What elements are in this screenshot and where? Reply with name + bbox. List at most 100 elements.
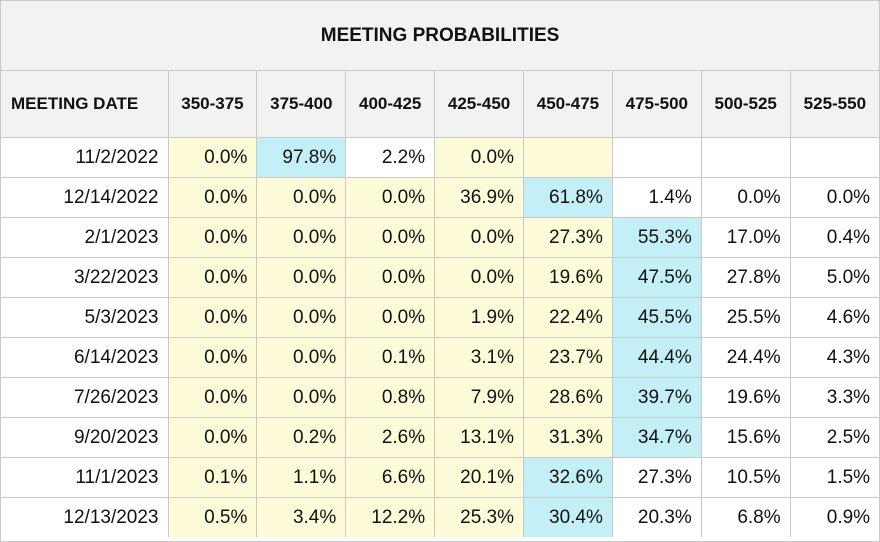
probability-cell: 5.0%: [789, 257, 880, 298]
column-header-meeting-date: MEETING DATE: [1, 70, 169, 138]
probability-cell: 22.4%: [523, 297, 613, 338]
probability-cell: 0.0%: [167, 137, 258, 178]
probability-cell: 27.8%: [700, 257, 791, 298]
probability-cell: [700, 137, 791, 178]
probability-cell: 0.0%: [167, 217, 258, 258]
meeting-date-cell: 11/2/2022: [1, 137, 169, 178]
probability-cell: 0.2%: [256, 417, 347, 458]
probability-cell: 0.0%: [256, 337, 347, 378]
probability-cell: 0.8%: [345, 377, 436, 418]
probability-cell: 3.1%: [434, 337, 524, 378]
probability-cell: 0.0%: [167, 297, 258, 338]
probability-cell: 0.0%: [167, 257, 258, 298]
probability-cell: 2.5%: [789, 417, 880, 458]
probability-cell: 2.2%: [345, 137, 436, 178]
probability-cell: 19.6%: [700, 377, 791, 418]
probability-cell: 31.3%: [523, 417, 613, 458]
probability-cell: 0.0%: [256, 177, 347, 218]
probability-cell: 0.0%: [167, 177, 258, 218]
meeting-date-cell: 12/13/2023: [1, 497, 169, 537]
meeting-date-cell: 5/3/2023: [1, 297, 169, 338]
table-row: 7/26/2023 0.0% 0.0% 0.8% 7.9% 28.6% 39.7% 19.6%…: [1, 377, 880, 418]
probability-cell: 34.7%: [611, 417, 702, 458]
probability-cell: 15.6%: [700, 417, 791, 458]
probability-cell: 0.0%: [345, 297, 436, 338]
column-header-450-475: 450-475: [523, 70, 613, 138]
probability-cell: 0.0%: [256, 217, 347, 258]
probability-cell: 25.5%: [700, 297, 791, 338]
table-row: 6/14/2023 0.0% 0.0% 0.1% 3.1% 23.7% 44.4% 24.4%…: [1, 337, 880, 378]
probability-cell: 45.5%: [611, 297, 702, 338]
meeting-date-cell: 6/14/2023: [1, 337, 169, 378]
probability-cell: 1.4%: [611, 177, 702, 218]
probability-cell: 1.1%: [256, 457, 347, 498]
probability-cell: 10.5%: [700, 457, 791, 498]
table-row: 12/14/2022 0.0% 0.0% 0.0% 36.9% 61.8% 1.4% 0.0%…: [1, 177, 880, 218]
table-row: 3/22/2023 0.0% 0.0% 0.0% 0.0% 19.6% 47.5% 27.8%…: [1, 257, 880, 298]
probability-cell: 0.0%: [345, 217, 436, 258]
probability-cell: 20.1%: [434, 457, 524, 498]
probability-cell: 44.4%: [611, 337, 702, 378]
probability-cell: 0.0%: [434, 217, 524, 258]
column-header-475-500: 475-500: [611, 70, 702, 138]
probability-cell: 30.4%: [523, 497, 613, 537]
probability-cell: 23.7%: [523, 337, 613, 378]
probability-cell: [611, 137, 702, 178]
probability-cell: 3.3%: [789, 377, 880, 418]
probability-cell: 19.6%: [523, 257, 613, 298]
table-row: 5/3/2023 0.0% 0.0% 0.0% 1.9% 22.4% 45.5% 25.5% 4…: [1, 297, 880, 338]
probability-cell: 0.0%: [256, 297, 347, 338]
probability-cell: 0.4%: [789, 217, 880, 258]
probability-cell: 27.3%: [611, 457, 702, 498]
probability-cell: 61.8%: [523, 177, 613, 218]
probability-cell: 4.3%: [789, 337, 880, 378]
probability-cell: 27.3%: [523, 217, 613, 258]
probability-cell: 0.0%: [700, 177, 791, 218]
probability-cell: 28.6%: [523, 377, 613, 418]
probability-cell: [523, 137, 613, 178]
probability-cell: 0.0%: [345, 257, 436, 298]
probability-cell: 39.7%: [611, 377, 702, 418]
probability-cell: 32.6%: [523, 457, 613, 498]
probability-cell: 36.9%: [434, 177, 524, 218]
probability-cell: 97.8%: [256, 137, 347, 178]
probability-cell: 0.0%: [256, 257, 347, 298]
probability-cell: 0.5%: [167, 497, 258, 537]
probability-cell: 13.1%: [434, 417, 524, 458]
meeting-date-cell: 2/1/2023: [1, 217, 169, 258]
column-header-425-450: 425-450: [434, 70, 524, 138]
table-row: 11/1/2023 0.1% 1.1% 6.6% 20.1% 32.6% 27.3% 10.5…: [1, 457, 880, 498]
table-row: 12/13/2023 0.5% 3.4% 12.2% 25.3% 30.4% 20.3% 6.…: [1, 497, 880, 537]
meeting-date-cell: 9/20/2023: [1, 417, 169, 458]
probability-cell: 17.0%: [700, 217, 791, 258]
probability-cell: 20.3%: [611, 497, 702, 537]
probability-cell: 0.0%: [789, 177, 880, 218]
meeting-date-cell: 12/14/2022: [1, 177, 169, 218]
probability-cell: 0.0%: [434, 257, 524, 298]
column-header-350-375: 350-375: [167, 70, 258, 138]
table-row: 11/2/2022 0.0% 97.8% 2.2% 0.0%: [1, 137, 880, 178]
probability-cell: [789, 137, 880, 178]
probability-cell: 24.4%: [700, 337, 791, 378]
probability-cell: 0.0%: [256, 377, 347, 418]
column-header-500-525: 500-525: [700, 70, 791, 138]
probability-cell: 7.9%: [434, 377, 524, 418]
probability-cell: 0.0%: [167, 377, 258, 418]
probability-cell: 0.1%: [167, 457, 258, 498]
column-header-375-400: 375-400: [256, 70, 347, 138]
table-title: MEETING PROBABILITIES: [1, 1, 880, 71]
table-row: 9/20/2023 0.0% 0.2% 2.6% 13.1% 31.3% 34.7% 15.6…: [1, 417, 880, 458]
probability-cell: 0.0%: [167, 417, 258, 458]
probability-cell: 55.3%: [611, 217, 702, 258]
probability-cell: 1.9%: [434, 297, 524, 338]
probability-cell: 4.6%: [789, 297, 880, 338]
probability-cell: 0.1%: [345, 337, 436, 378]
meeting-date-cell: 11/1/2023: [1, 457, 169, 498]
probability-cell: 6.8%: [700, 497, 791, 537]
probability-cell: 0.0%: [345, 177, 436, 218]
column-header-525-550: 525-550: [789, 70, 880, 138]
column-header-400-425: 400-425: [345, 70, 436, 138]
probability-cell: 47.5%: [611, 257, 702, 298]
